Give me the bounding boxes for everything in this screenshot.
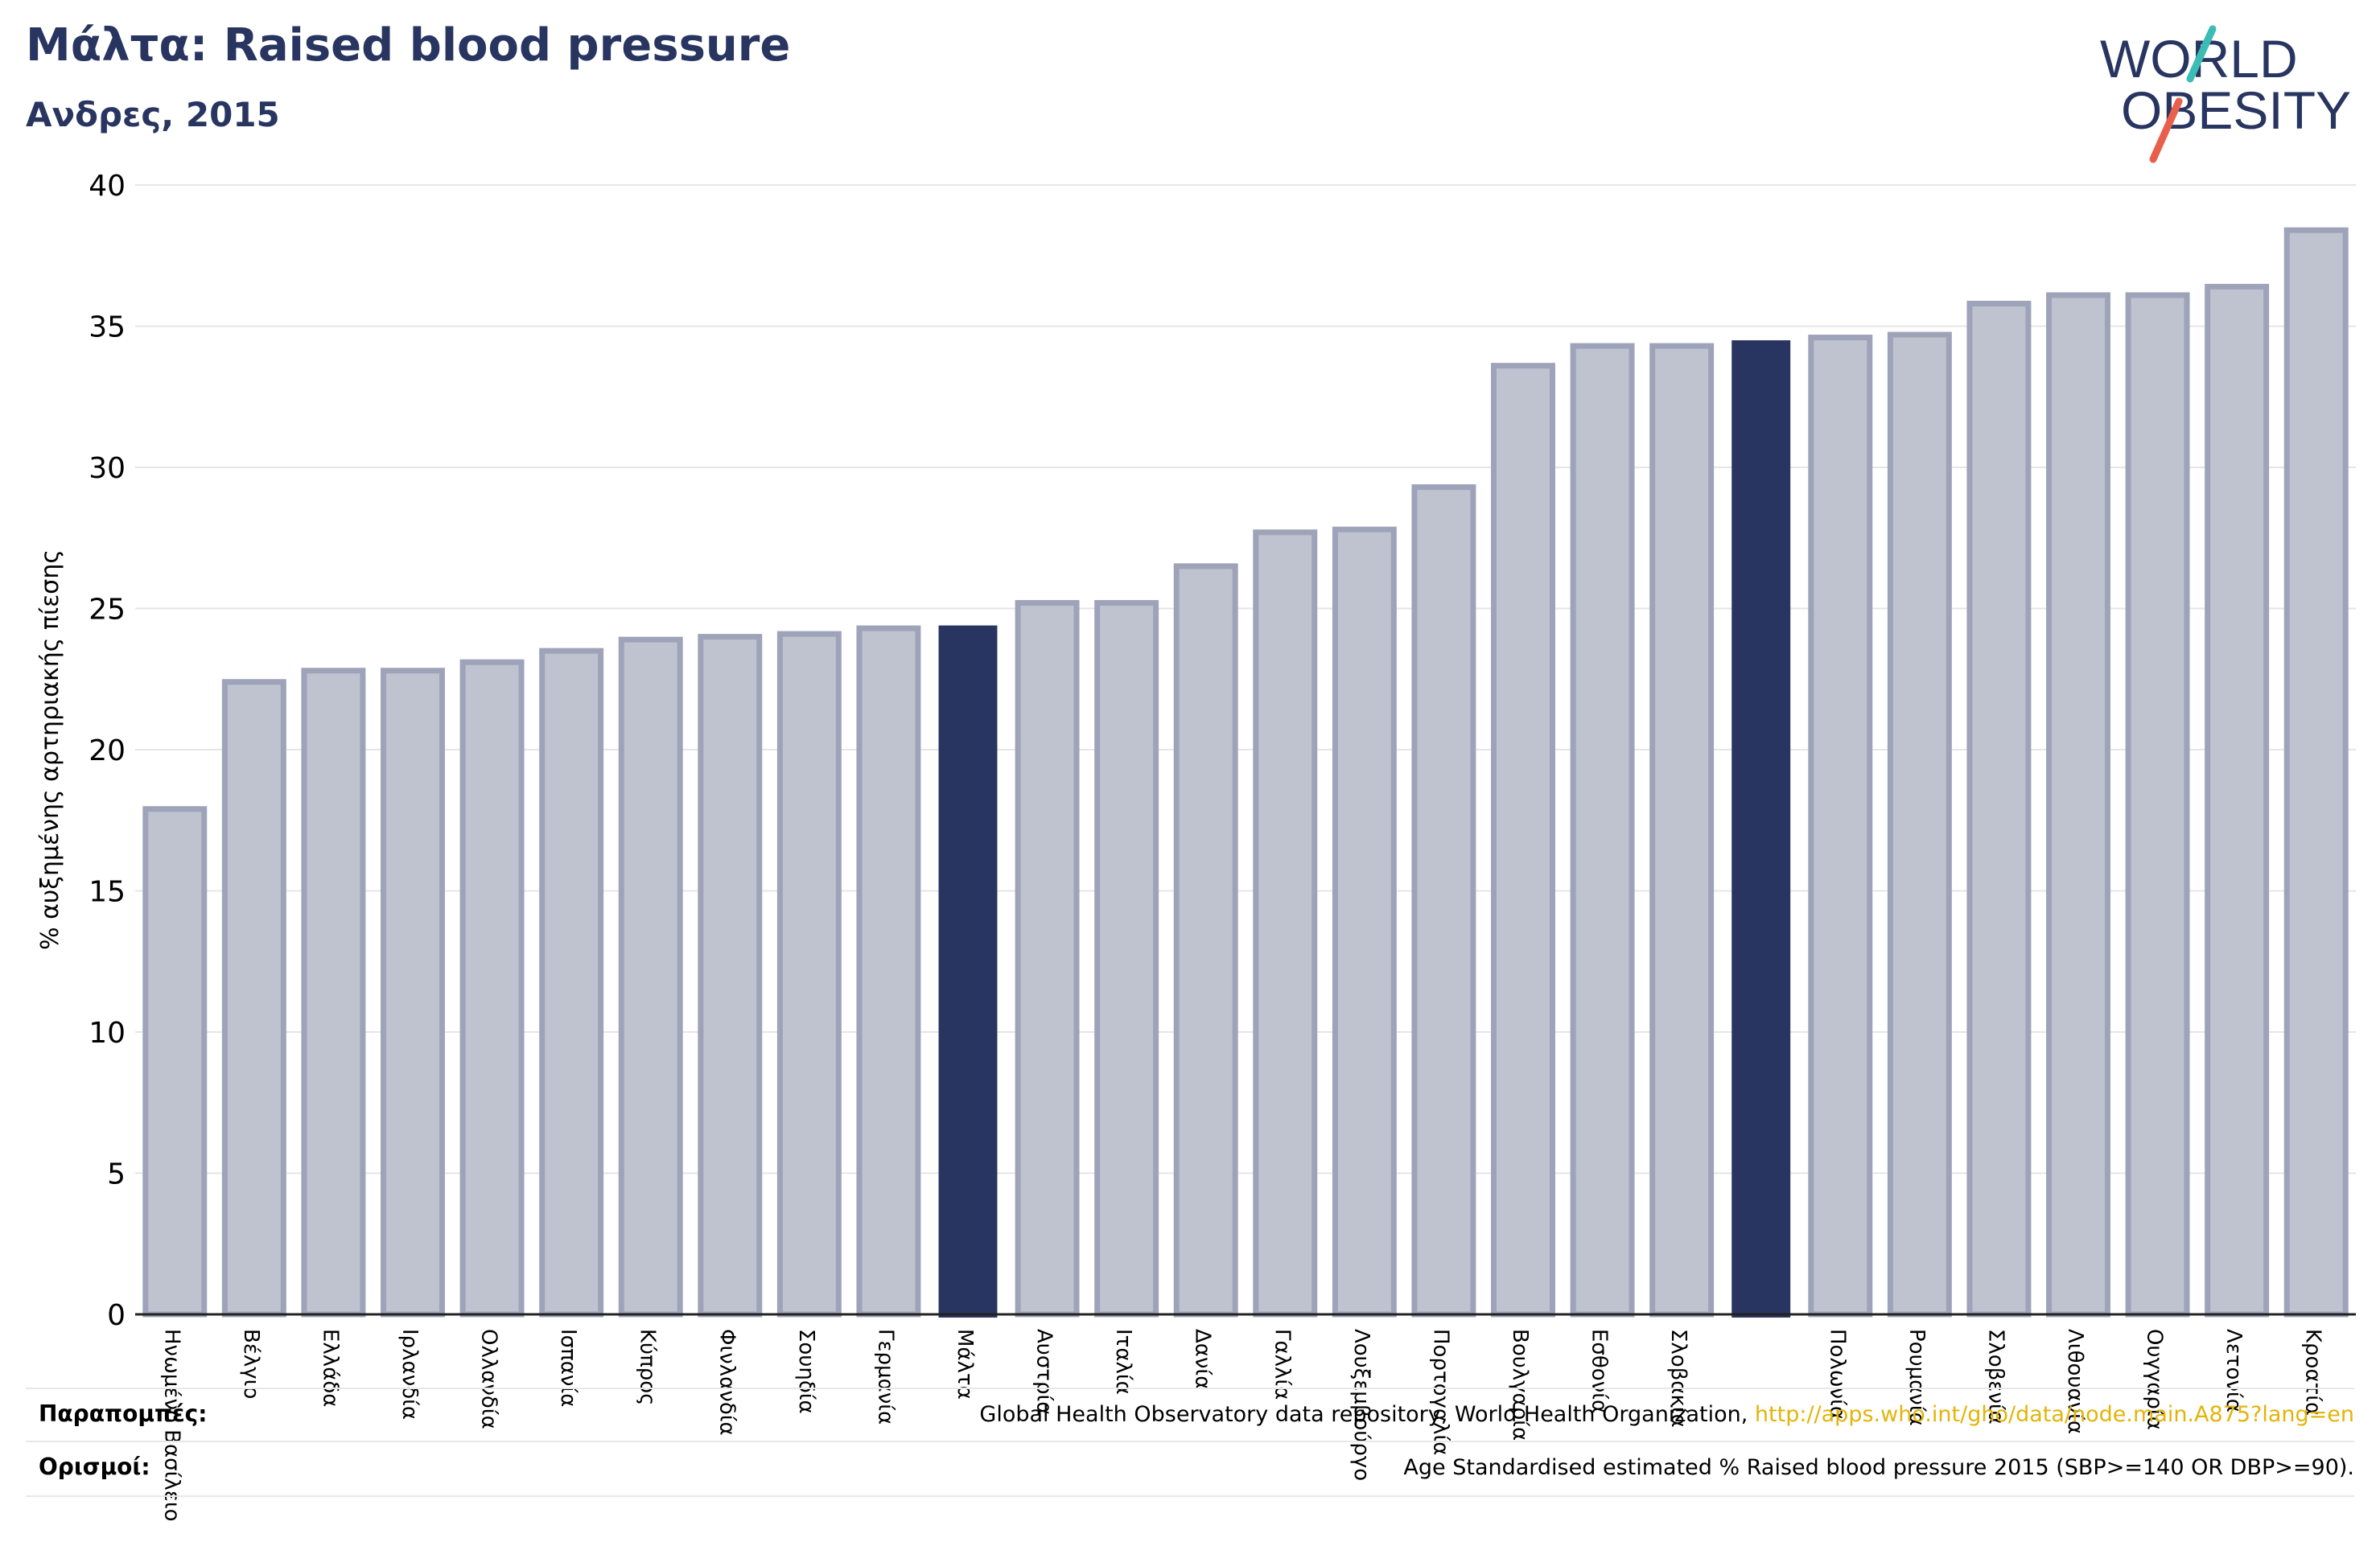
bar [301, 668, 366, 1318]
x-tick-labels: Ηνωμένο Βασίλειο Βέλγιο Ελλάδα Ιρλανδία Ολλα… [159, 1329, 2324, 1522]
x-tick-label: Πολωνία [1825, 1329, 1849, 1420]
y-axis-label: % αυξημένης αρτηριακής πίεσης [36, 549, 64, 950]
y-tick-label: 35 [89, 311, 126, 344]
x-tick-label: Λουξεμβούργο [1349, 1329, 1373, 1481]
x-tick-label: Βέλγιο [239, 1329, 263, 1399]
x-tick-label: Εσθονία [1587, 1329, 1612, 1413]
x-tick-label: Σλοβακία [1666, 1329, 1690, 1428]
bar [142, 806, 208, 1318]
bar [1411, 484, 1476, 1318]
bar [1808, 335, 1873, 1318]
references-link[interactable]: http://apps.who.int/gho/data/node.main.A… [1754, 1402, 2354, 1427]
y-tick-label: 25 [89, 594, 126, 627]
bar [856, 625, 921, 1318]
bar [776, 631, 842, 1318]
bar [1649, 343, 1715, 1318]
x-tick-label: Κύπρος [636, 1329, 660, 1405]
x-tick-label: Ολλανδία [477, 1329, 501, 1429]
x-tick-label: Λετονία [2221, 1329, 2246, 1412]
x-tick-label: Σουηδία [794, 1329, 818, 1414]
y-tick-label: 40 [89, 170, 126, 203]
bar [1015, 599, 1080, 1318]
x-tick-label: Σλοβενία [1983, 1329, 2007, 1425]
references-label: Παραπομπές: [39, 1400, 208, 1427]
bar-highlighted [938, 625, 998, 1318]
x-tick-label: Γερμανία [873, 1329, 897, 1425]
logo-line2: OBESITY [2121, 80, 2351, 140]
bar [618, 636, 683, 1318]
definitions-label: Ορισμοί: [39, 1454, 150, 1480]
x-tick-label: Ρουμανία [1904, 1329, 1929, 1426]
x-tick-label: Ηνωμένο Βασίλειο [159, 1329, 183, 1522]
y-tick-label: 0 [107, 1299, 126, 1332]
x-tick-label: Πορτογαλία [1428, 1329, 1452, 1455]
bar [2283, 227, 2349, 1318]
x-tick-label: Βουλγαρία [1508, 1329, 1532, 1441]
bar [1966, 300, 2032, 1318]
bar [1570, 343, 1635, 1318]
bar [1173, 563, 1238, 1318]
x-tick-label: Αυστρία [1032, 1329, 1056, 1415]
bar [381, 668, 445, 1318]
bar [1491, 363, 1555, 1318]
y-tick-label: 5 [107, 1158, 126, 1191]
x-tick-label: Φινλανδία [714, 1329, 739, 1436]
x-tick-label: Ιρλανδία [397, 1329, 422, 1420]
definitions-row: Ορισμοί: Age Standardised estimated % Ra… [26, 1441, 2354, 1497]
bar [2046, 292, 2110, 1318]
x-tick-label: Ισπανία [556, 1329, 580, 1407]
bar [459, 659, 525, 1318]
bars [142, 227, 2349, 1318]
world-obesity-logo: WORLD OBESITY [2100, 25, 2351, 163]
x-tick-label: Λιθουανία [2063, 1329, 2087, 1434]
bar [1094, 599, 1159, 1318]
x-tick-label: Ουγγαρία [2143, 1329, 2167, 1430]
references-text: Global Health Observatory data repositor… [979, 1402, 2354, 1427]
bar [1887, 331, 1952, 1318]
references-row: Παραπομπές: Global Health Observatory da… [26, 1388, 2354, 1442]
y-tick-label: 30 [89, 452, 126, 485]
definitions-text: Age Standardised estimated % Raised bloo… [1403, 1455, 2354, 1480]
x-tick-label: Δανία [1191, 1329, 1215, 1389]
bar [1253, 529, 1318, 1318]
bar [539, 648, 604, 1318]
x-tick-label: Ιταλία [1111, 1329, 1135, 1395]
bar [2125, 292, 2190, 1318]
chart-title: Μάλτα: Raised blood pressure [26, 19, 791, 72]
chart-subtitle: Ανδρες, 2015 [26, 95, 280, 134]
y-tick-label: 10 [89, 1017, 126, 1050]
y-tick-label: 15 [89, 876, 126, 909]
references-source: Global Health Observatory data repositor… [979, 1402, 1748, 1427]
bar [1332, 526, 1397, 1318]
bar [2205, 283, 2270, 1318]
y-tick-label: 20 [89, 734, 126, 767]
bar-highlighted [1731, 340, 1791, 1318]
x-tick-label: Κροατία [2301, 1329, 2325, 1416]
bar [698, 634, 763, 1318]
bar [221, 679, 286, 1318]
y-tick-labels: 0 5 10 15 20 25 30 35 40 [89, 170, 126, 1332]
x-tick-label: Ελλάδα [318, 1329, 342, 1407]
